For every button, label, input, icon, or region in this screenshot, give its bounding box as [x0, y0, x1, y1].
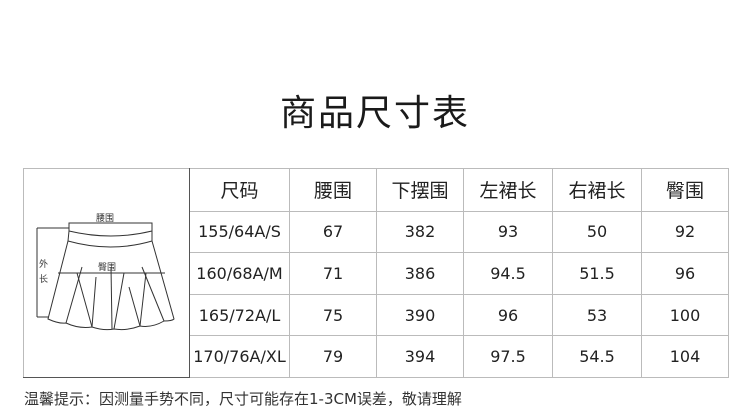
- length-label-1: 外: [39, 258, 48, 270]
- waist-label: 腰围: [96, 213, 114, 224]
- cell: 50: [552, 210, 642, 254]
- page-title: 商品尺寸表: [279, 93, 470, 134]
- cell: 104: [641, 335, 729, 378]
- header-size: 尺码: [189, 168, 290, 212]
- header-hem: 下摆围: [376, 168, 464, 212]
- cell: 92: [641, 210, 729, 254]
- cell: 53: [552, 293, 642, 337]
- cell: 382: [376, 210, 464, 254]
- table-row: 155/64A/S 67 382 93 50 92: [24, 210, 729, 254]
- skirt-diagram-cell: 腰围 外 长 臀围: [23, 168, 190, 378]
- table-header-row: 腰围 外 长 臀围 尺码 腰围 下: [23, 168, 729, 378]
- measurement-note: 温馨提示：因测量手势不同，尺寸可能存在1-3CM误差，敬请理解: [24, 390, 462, 408]
- table-row: 160/68A/M 71 386 94.5 51.5 96: [24, 252, 729, 295]
- skirt-diagram: 腰围 外 长 臀围: [36, 213, 175, 331]
- cell: 93: [463, 210, 553, 254]
- cell: 386: [376, 252, 464, 295]
- table-row: 165/72A/L 75 390 96 53 100: [24, 293, 729, 337]
- cell: 97.5: [463, 335, 553, 378]
- cell: 165/72A/L: [189, 293, 290, 337]
- cell: 94.5: [463, 252, 553, 295]
- hip-label: 臀围: [98, 262, 116, 273]
- header-hip: 臀围: [641, 168, 729, 212]
- size-table: 腰围 外 长 臀围 尺码 腰围 下: [23, 168, 729, 378]
- cell: 96: [641, 252, 729, 295]
- header-right-length: 右裙长: [552, 168, 642, 212]
- header-left-length: 左裙长: [463, 168, 553, 212]
- cell: 160/68A/M: [189, 252, 290, 295]
- table-row: 170/76A/XL 79 394 97.5 54.5 104: [24, 335, 729, 378]
- cell: 155/64A/S: [189, 210, 290, 254]
- cell: 170/76A/XL: [189, 335, 290, 378]
- cell: 54.5: [552, 335, 642, 378]
- cell: 100: [641, 293, 729, 337]
- cell: 394: [376, 335, 464, 378]
- cell: 390: [376, 293, 464, 337]
- header-waist: 腰围: [289, 168, 377, 212]
- cell: 67: [289, 210, 377, 254]
- cell: 96: [463, 293, 553, 337]
- cell: 79: [289, 335, 377, 378]
- cell: 51.5: [552, 252, 642, 295]
- cell: 75: [289, 293, 377, 337]
- cell: 71: [289, 252, 377, 295]
- length-label-2: 长: [39, 273, 48, 285]
